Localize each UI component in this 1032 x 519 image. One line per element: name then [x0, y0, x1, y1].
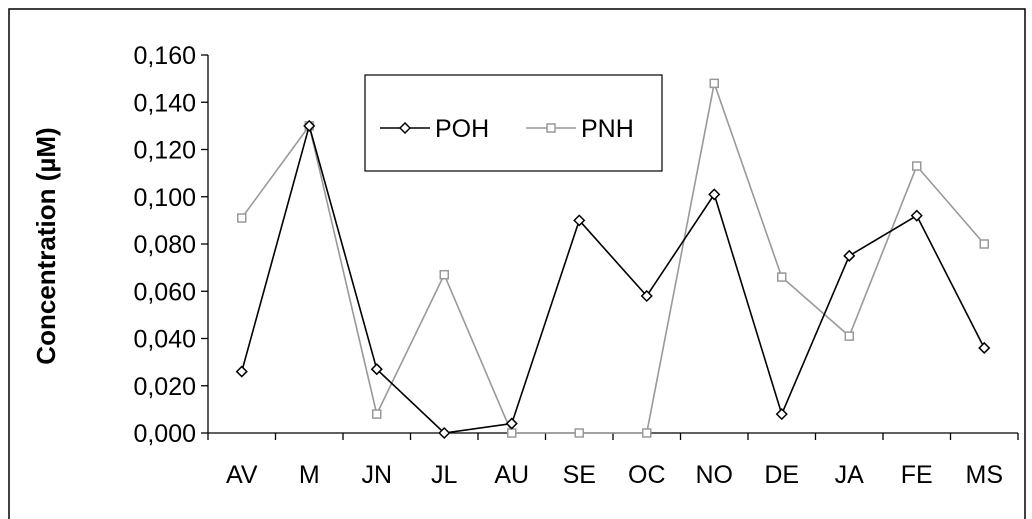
point-poh — [573, 214, 586, 227]
y-tick-label: 0,060 — [133, 278, 196, 306]
point-pnh — [777, 272, 787, 282]
point-poh — [235, 365, 248, 378]
point-poh — [370, 363, 383, 376]
point-poh — [505, 417, 518, 430]
series-layer — [235, 78, 991, 440]
x-tick-label: DE — [764, 461, 799, 489]
point-poh — [843, 249, 856, 262]
series-line-poh — [240, 122, 985, 434]
y-tick-label: 0,160 — [133, 42, 196, 70]
y-tick-label: 0,020 — [133, 373, 196, 401]
x-tick-label: JA — [835, 461, 865, 489]
x-tick-label: M — [299, 461, 320, 489]
point-pnh — [979, 239, 989, 249]
point-pnh — [844, 331, 854, 341]
y-tick-label: 0,100 — [133, 184, 196, 212]
point-poh — [640, 289, 653, 303]
point-pnh — [642, 428, 652, 438]
point-poh — [978, 341, 991, 355]
y-tick-label: 0,080 — [133, 231, 196, 259]
legend-marker-pnh — [546, 123, 556, 133]
y-axis-title: Concentration (µM) — [31, 127, 61, 364]
point-poh — [910, 209, 923, 222]
point-poh — [438, 426, 451, 440]
axes: 0,000 0,020 0,040 0,060 0,080 0,100 0,120 0,140… — [133, 42, 1019, 489]
y-tick-label: 0,040 — [133, 326, 196, 354]
point-poh — [775, 408, 788, 421]
point-poh — [303, 119, 316, 132]
x-tick-label: JN — [361, 461, 392, 489]
point-pnh — [912, 161, 922, 171]
x-tick-label: AU — [494, 461, 529, 489]
point-pnh — [507, 428, 517, 438]
y-tick-label: 0,000 — [133, 420, 196, 448]
legend-marker-poh — [398, 121, 412, 135]
x-tick-label: MS — [966, 461, 1004, 489]
point-poh — [708, 188, 721, 201]
legend-box — [364, 74, 663, 172]
series-line-pnh — [241, 80, 985, 434]
y-tick-label: 0,120 — [133, 137, 196, 165]
legend: POH PNH — [364, 74, 663, 172]
point-pnh — [709, 78, 719, 89]
point-pnh — [439, 269, 449, 280]
point-pnh — [237, 213, 247, 223]
legend-label-poh: POH — [435, 115, 489, 143]
x-tick-label: SE — [563, 461, 596, 489]
x-tick-label: NO — [696, 461, 734, 489]
x-tick-label: JL — [431, 461, 458, 489]
point-pnh — [574, 428, 584, 438]
x-tick-label: FE — [901, 461, 933, 489]
point-pnh — [372, 409, 382, 419]
x-tick-label: OC — [628, 461, 666, 489]
legend-label-pnh: PNH — [581, 115, 634, 143]
y-tick-label: 0,140 — [133, 89, 196, 117]
x-tick-label: AV — [226, 461, 258, 489]
